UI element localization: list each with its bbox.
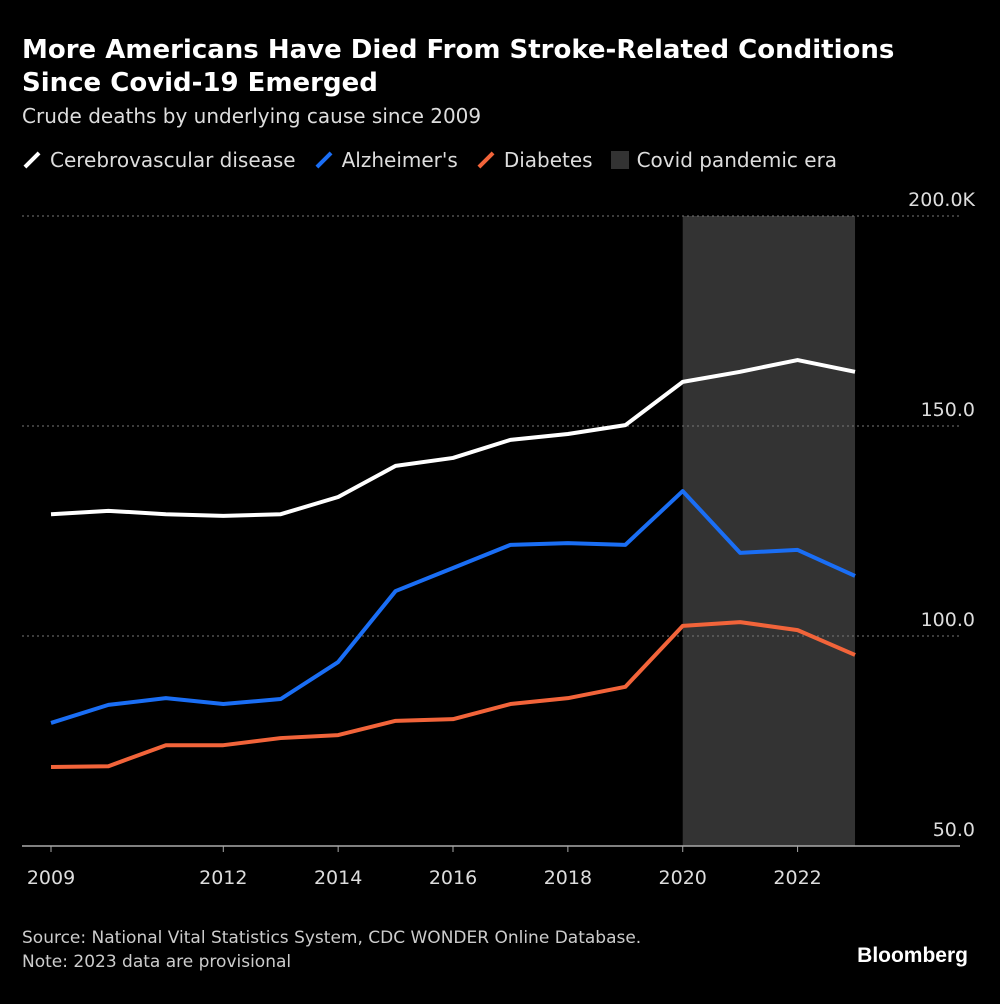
y-tick-label: 150.0 bbox=[921, 399, 975, 421]
x-tick-label: 2018 bbox=[544, 867, 592, 889]
x-tick-label: 2022 bbox=[773, 867, 821, 889]
x-tick-label: 2012 bbox=[199, 867, 247, 889]
y-tick-label: 200.0K bbox=[908, 189, 975, 211]
series-line-diabetes bbox=[50, 620, 856, 770]
legend-item-covid-era: Covid pandemic era bbox=[610, 148, 838, 172]
legend-item-diabetes: Diabetes bbox=[476, 148, 593, 172]
series-line-cerebrovascular-disease bbox=[50, 358, 856, 518]
source-note: Source: National Vital Statistics System… bbox=[22, 928, 642, 948]
data-note: Note: 2023 data are provisional bbox=[22, 952, 292, 972]
y-tick-label: 100.0 bbox=[921, 609, 975, 631]
legend-label: Alzheimer's bbox=[341, 148, 458, 172]
legend-item-alzheimers: Alzheimer's bbox=[314, 148, 458, 172]
x-tick-label: 2009 bbox=[27, 867, 75, 889]
covid-era-shading bbox=[682, 216, 856, 846]
chart-title: More Americans Have Died From Stroke-Rel… bbox=[22, 35, 895, 98]
series-line-alzheimer-s bbox=[50, 489, 856, 725]
x-tick-label: 2020 bbox=[659, 867, 707, 889]
y-tick-label: 50.0 bbox=[933, 819, 975, 841]
legend-label: Cerebrovascular disease bbox=[50, 148, 296, 172]
chart-subtitle: Crude deaths by underlying cause since 2… bbox=[22, 104, 482, 128]
x-tick-label: 2014 bbox=[314, 867, 362, 889]
legend-label: Covid pandemic era bbox=[636, 148, 838, 172]
legend-item-cerebrovascular: Cerebrovascular disease bbox=[22, 148, 296, 172]
legend: Cerebrovascular disease Alzheimer's Diab… bbox=[22, 148, 837, 172]
footer: Source: National Vital Statistics System… bbox=[22, 926, 641, 974]
bloomberg-logo: Bloomberg bbox=[857, 944, 968, 967]
legend-label: Diabetes bbox=[503, 148, 593, 172]
x-tick-label: 2016 bbox=[429, 867, 477, 889]
legend-swatch bbox=[610, 151, 629, 169]
